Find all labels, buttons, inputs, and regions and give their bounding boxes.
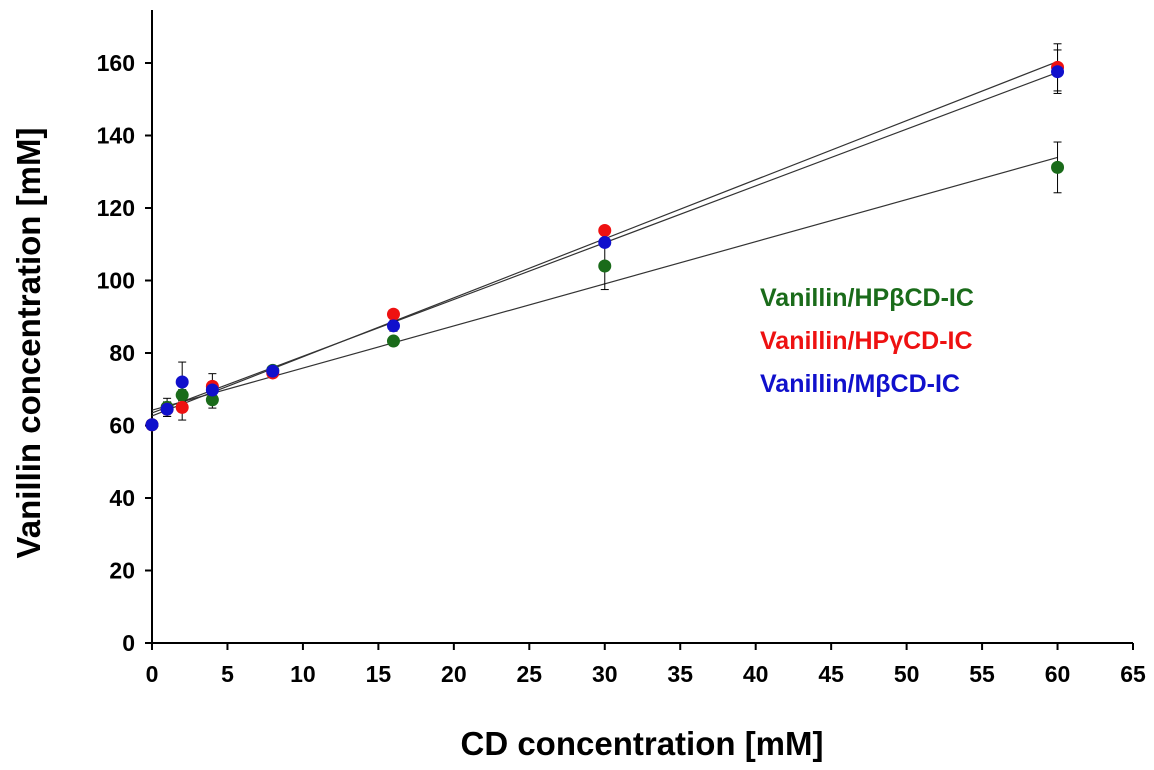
data-point-series-2: [145, 418, 159, 432]
data-point-series-2: [386, 319, 400, 333]
tick-labels: 0 5 10 15 20 25 30 35 40 45 50 55 60 65 0 20 40 60 80 100 12…: [97, 50, 1146, 687]
y-tick-label: 80: [109, 340, 135, 366]
axes: [145, 10, 1134, 650]
y-tick-label: 100: [97, 268, 135, 294]
x-tick-label: 40: [743, 661, 769, 687]
x-tick-label: 55: [969, 661, 995, 687]
x-axis-title: CD concentration [mM]: [461, 725, 824, 762]
x-tick-label: 30: [592, 661, 618, 687]
data-point-series-2: [175, 375, 189, 389]
x-tick-label: 15: [366, 661, 392, 687]
data-point-series-0: [386, 334, 400, 348]
data-point-series-2: [598, 235, 612, 249]
legend-entry-hpgcd: Vanillin/HPγCD-IC: [760, 327, 973, 355]
data-points: [145, 60, 1065, 432]
x-tick-label: 10: [290, 661, 316, 687]
data-point-series-0: [1051, 160, 1065, 174]
data-point-series-2: [266, 364, 280, 378]
y-tick-label: 60: [109, 413, 135, 439]
x-tick-label: 65: [1120, 661, 1146, 687]
data-point-series-1: [175, 400, 189, 414]
data-point-series-2: [160, 402, 174, 416]
data-point-series-0: [598, 259, 612, 273]
x-tick-label: 50: [894, 661, 920, 687]
x-tick-label: 20: [441, 661, 467, 687]
legend-entry-hpbcd: Vanillin/HPβCD-IC: [760, 284, 974, 312]
data-point-series-0: [175, 388, 189, 402]
legend-entry-mbcd: Vanillin/MβCD-IC: [760, 370, 960, 398]
x-tick-label: 35: [667, 661, 693, 687]
data-point-series-1: [598, 223, 612, 237]
x-tick-label: 0: [146, 661, 159, 687]
y-tick-label: 140: [97, 123, 135, 149]
x-tick-label: 25: [517, 661, 543, 687]
y-tick-label: 40: [109, 485, 135, 511]
data-point-series-0: [205, 393, 219, 407]
x-tick-label: 60: [1045, 661, 1071, 687]
y-tick-label: 160: [97, 50, 135, 76]
data-point-series-2: [205, 383, 219, 397]
y-tick-label: 0: [122, 630, 135, 656]
x-tick-label: 5: [221, 661, 234, 687]
y-axis-title: Vanillin concentration [mM]: [10, 128, 47, 559]
error-bars: [163, 43, 1062, 421]
data-point-series-1: [386, 307, 400, 321]
y-tick-label: 120: [97, 195, 135, 221]
data-point-series-2: [1051, 65, 1065, 79]
legend: Vanillin/HPβCD-IC Vanillin/HPγCD-IC Vani…: [760, 284, 974, 398]
y-tick-label: 20: [109, 558, 135, 584]
x-tick-label: 45: [818, 661, 844, 687]
